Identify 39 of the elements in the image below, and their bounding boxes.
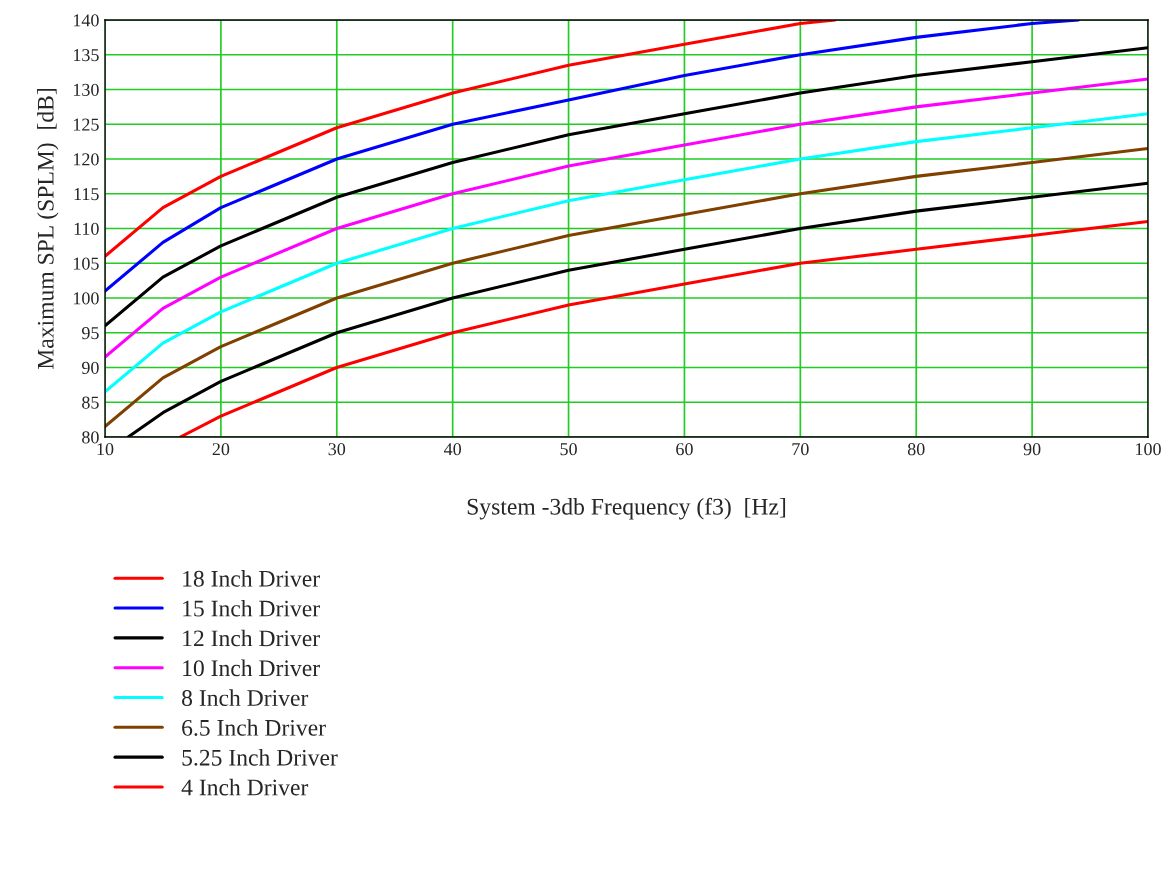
x-tick-label: 20 xyxy=(212,443,230,456)
y-axis-title: Maximum SPL (SPLM) [dB] xyxy=(37,89,59,370)
legend-label: 5.25 Inch Driver xyxy=(182,749,338,766)
line-series xyxy=(178,220,1148,437)
line-series xyxy=(105,20,1080,293)
y-tick-label: 95 xyxy=(81,327,99,340)
x-tick-label: 60 xyxy=(676,443,693,456)
y-tick-label: 120 xyxy=(73,153,99,166)
y-tick-label: 100 xyxy=(73,292,99,305)
y-tick-label: 135 xyxy=(73,49,99,62)
x-tick-label: 100 xyxy=(1136,443,1161,456)
y-tick-label: 125 xyxy=(73,118,99,131)
legend-label: 18 Inch Driver xyxy=(183,570,320,587)
y-tick-label: 105 xyxy=(73,257,99,270)
y-tick-label: 90 xyxy=(81,361,99,374)
x-tick-label: 90 xyxy=(1023,443,1041,456)
y-tick-label: 140 xyxy=(73,14,99,27)
legend-label: 10 Inch Driver xyxy=(183,659,320,677)
legend-label: 15 Inch Driver xyxy=(183,599,320,617)
legend-label: 12 Inch Driver xyxy=(183,629,320,647)
x-tick-label: 30 xyxy=(328,443,346,456)
x-tick-label: 10 xyxy=(97,443,114,456)
x-tick-label: 80 xyxy=(907,443,925,456)
x-tick-label: 50 xyxy=(560,443,577,456)
legend-label: 4 Inch Driver xyxy=(181,778,309,796)
y-tick-label: 85 xyxy=(82,396,99,409)
x-axis-title: System -3db Frequency (f3) [Hz] xyxy=(467,497,786,520)
line-series xyxy=(105,20,837,258)
y-tick-label: 110 xyxy=(74,222,99,235)
line-series xyxy=(105,77,1148,359)
y-tick-label: 130 xyxy=(73,83,99,96)
line-series xyxy=(105,147,1148,429)
legend-label: 6.5 Inch Driver xyxy=(182,719,326,736)
line-series xyxy=(105,112,1148,394)
y-tick-label: 115 xyxy=(74,188,99,201)
x-tick-label: 40 xyxy=(443,443,462,456)
x-tick-label: 70 xyxy=(792,443,809,456)
legend-label: 8 Inch Driver xyxy=(182,689,309,706)
y-tick-label: 80 xyxy=(82,431,99,444)
